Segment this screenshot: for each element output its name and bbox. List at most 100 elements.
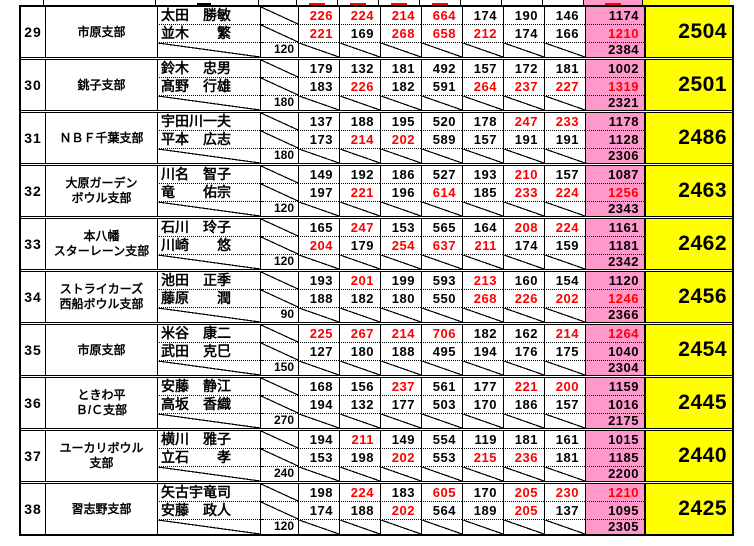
series-total: 593	[421, 272, 462, 290]
rank-cell: 34	[24, 289, 42, 305]
game-score: 233	[544, 113, 585, 131]
game-score: 188	[339, 113, 380, 131]
diagonal-blank-cell	[503, 255, 544, 269]
game-score: 180	[339, 343, 380, 361]
game-score: 132	[339, 396, 380, 414]
diagonal-blank-cell	[260, 25, 298, 43]
game-score: 168	[298, 378, 339, 396]
series-total: 553	[421, 449, 462, 467]
clipped-cell	[419, 0, 460, 5]
diagonal-blank-cell	[157, 467, 260, 481]
game-score: 164	[462, 219, 503, 237]
player-name: 安藤 政人	[157, 502, 260, 520]
player-name: 石川 玲子	[157, 219, 260, 237]
team-subtotal: 2306	[585, 149, 644, 163]
branch-name: 習志野支部	[45, 484, 157, 534]
diagonal-blank-cell	[260, 237, 298, 255]
diagonal-blank-cell	[298, 202, 339, 216]
diagonal-blank-cell	[421, 361, 462, 375]
team-row: 34 ストライカーズ 西船ボウル支部 池田 正季 藤原 潤 90 193 201 199 593…	[21, 269, 732, 322]
player-name: 高坂 香織	[157, 396, 260, 414]
game-score: 119	[462, 431, 503, 449]
diagonal-blank-cell	[157, 96, 260, 110]
diagonal-blank-cell	[421, 308, 462, 322]
diagonal-blank-cell	[544, 361, 585, 375]
game-score: 236	[503, 449, 544, 467]
diagonal-blank-cell	[544, 520, 585, 534]
series-total: 554	[421, 431, 462, 449]
clipped-subtotal-cell	[583, 0, 642, 5]
game-score: 174	[503, 237, 544, 255]
diagonal-blank-cell	[157, 361, 260, 375]
game-score: 214	[339, 131, 380, 149]
series-total: 550	[421, 290, 462, 308]
game-score: 188	[339, 502, 380, 520]
diagonal-blank-cell	[157, 520, 260, 534]
diagonal-blank-cell	[339, 43, 380, 57]
team-subtotal: 2305	[585, 520, 644, 534]
rank-cell: 31	[24, 130, 42, 146]
game-score: 201	[339, 272, 380, 290]
series-total: 706	[421, 325, 462, 343]
game-score: 224	[544, 219, 585, 237]
diagonal-blank-cell	[260, 131, 298, 149]
game-score: 194	[298, 431, 339, 449]
diagonal-blank-cell	[544, 202, 585, 216]
diagonal-blank-cell	[339, 361, 380, 375]
game-score: 196	[380, 184, 421, 202]
game-score: 191	[503, 131, 544, 149]
game-score: 186	[503, 396, 544, 414]
game-score: 179	[298, 60, 339, 78]
player-name: 米谷 康二	[157, 325, 260, 343]
game-score: 176	[503, 343, 544, 361]
team-total: 2425	[644, 484, 732, 534]
diagonal-blank-cell	[380, 255, 421, 269]
game-score: 226	[298, 7, 339, 25]
clipped-number-fragment	[605, 3, 621, 5]
team-total: 2501	[644, 60, 732, 110]
handicap-value: 120	[260, 255, 298, 269]
game-score: 170	[462, 484, 503, 502]
game-score: 221	[339, 184, 380, 202]
clipped-cell	[296, 0, 337, 5]
diagonal-blank-cell	[298, 96, 339, 110]
diagonal-blank-cell	[260, 325, 298, 343]
rank-cell: 29	[24, 24, 42, 40]
player-subtotal: 1181	[585, 237, 644, 255]
diagonal-blank-cell	[339, 202, 380, 216]
player-subtotal: 1120	[585, 272, 644, 290]
game-score: 230	[544, 484, 585, 502]
series-total: 527	[421, 166, 462, 184]
team-subtotal: 2342	[585, 255, 644, 269]
game-score: 157	[544, 396, 585, 414]
game-score: 214	[380, 7, 421, 25]
player-name: 武田 克巳	[157, 343, 260, 361]
diagonal-blank-cell	[503, 149, 544, 163]
clipped-cell	[43, 0, 155, 5]
diagonal-blank-cell	[421, 520, 462, 534]
diagonal-blank-cell	[462, 202, 503, 216]
diagonal-blank-cell	[260, 502, 298, 520]
game-score: 175	[544, 343, 585, 361]
game-score: 221	[503, 378, 544, 396]
clipped-cell	[460, 0, 501, 5]
team-subtotal: 2366	[585, 308, 644, 322]
game-score: 174	[298, 502, 339, 520]
game-score: 153	[380, 219, 421, 237]
rank-cell: 30	[24, 77, 42, 93]
diagonal-blank-cell	[462, 43, 503, 57]
player-name: 平本 広志	[157, 131, 260, 149]
team-row: 35 市原支部 米谷 康二 武田 克巳 150 225 267 214 706 182 162 214…	[21, 322, 732, 375]
series-total: 605	[421, 484, 462, 502]
diagonal-blank-cell	[298, 467, 339, 481]
diagonal-blank-cell	[462, 467, 503, 481]
diagonal-blank-cell	[260, 7, 298, 25]
series-total: 492	[421, 60, 462, 78]
diagonal-blank-cell	[544, 149, 585, 163]
diagonal-blank-cell	[544, 414, 585, 428]
game-score: 227	[544, 78, 585, 96]
series-total: 495	[421, 343, 462, 361]
game-score: 194	[298, 396, 339, 414]
game-score: 268	[380, 25, 421, 43]
team-total: 2462	[644, 219, 732, 269]
